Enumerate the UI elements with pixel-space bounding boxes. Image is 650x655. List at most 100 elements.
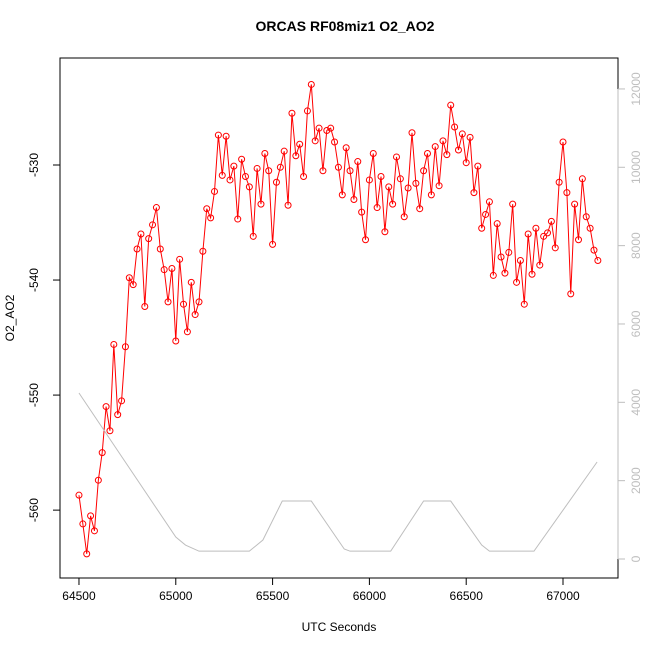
y-tick-label: -550 <box>27 383 41 407</box>
data-point <box>152 204 160 212</box>
data-point <box>160 266 168 274</box>
y2-tick-label: 12000 <box>629 72 643 106</box>
data-point <box>454 146 462 154</box>
data-point <box>133 245 141 253</box>
data-point <box>288 109 296 117</box>
y2-tick-label: 10000 <box>629 150 643 184</box>
data-point <box>280 147 288 155</box>
data-point <box>222 132 230 140</box>
data-point <box>114 411 122 419</box>
data-point <box>594 256 602 264</box>
y2-tick-label: 0 <box>629 555 643 562</box>
data-point <box>485 198 493 206</box>
data-point <box>400 213 408 221</box>
data-point <box>276 163 284 171</box>
data-point <box>501 269 509 277</box>
y-axis-label: O2_AO2 <box>3 294 17 341</box>
data-point <box>234 215 242 223</box>
data-point <box>261 149 269 157</box>
data-point <box>482 210 490 218</box>
data-point <box>300 172 308 180</box>
data-point <box>590 246 598 254</box>
data-point <box>365 176 373 184</box>
data-point <box>516 256 524 264</box>
y-tick-label: -560 <box>27 498 41 522</box>
data-point <box>199 247 207 255</box>
data-point <box>94 476 102 484</box>
data-point <box>75 491 83 499</box>
data-point <box>241 172 249 180</box>
y2-tick-label: 6000 <box>629 310 643 337</box>
data-point <box>513 278 521 286</box>
data-point <box>563 189 571 197</box>
data-point <box>265 167 273 175</box>
data-point <box>509 200 517 208</box>
data-point <box>350 196 358 204</box>
data-point <box>121 343 129 351</box>
data-point <box>180 300 188 308</box>
data-point <box>272 178 280 186</box>
data-point <box>257 200 265 208</box>
data-point <box>118 397 126 405</box>
x-tick-label: 64500 <box>62 589 96 603</box>
data-point <box>211 187 219 195</box>
data-point <box>164 298 172 306</box>
data-point <box>567 290 575 298</box>
data-point <box>98 449 106 457</box>
data-point <box>547 217 555 225</box>
data-point <box>493 220 501 228</box>
data-point <box>551 244 559 252</box>
data-point <box>195 298 203 306</box>
data-point <box>129 281 137 289</box>
data-point <box>172 337 180 345</box>
data-point <box>544 229 552 237</box>
data-point <box>578 175 586 183</box>
data-point <box>416 205 424 213</box>
data-point <box>168 265 176 273</box>
data-point <box>582 213 590 221</box>
y-tick-label: -540 <box>27 268 41 292</box>
x-tick-label: 65500 <box>256 589 290 603</box>
data-point <box>137 230 145 238</box>
data-point <box>269 240 277 248</box>
data-point <box>338 191 346 199</box>
data-point <box>176 255 184 263</box>
data-point <box>474 162 482 170</box>
data-point <box>183 328 191 336</box>
data-point <box>586 224 594 232</box>
x-axis-label: UTC Seconds <box>302 620 377 634</box>
data-point <box>451 123 459 131</box>
data-point <box>555 178 563 186</box>
data-point <box>470 189 478 197</box>
data-point <box>331 138 339 146</box>
data-point <box>466 133 474 141</box>
data-point <box>431 143 439 151</box>
data-point <box>284 201 292 209</box>
y2-tick-label: 4000 <box>629 389 643 416</box>
y2-tick-label: 8000 <box>629 232 643 259</box>
data-point <box>489 271 497 279</box>
data-point <box>497 253 505 261</box>
data-point <box>87 512 95 520</box>
data-point <box>520 300 528 308</box>
data-point <box>125 274 133 282</box>
data-point <box>377 172 385 180</box>
data-point <box>296 140 304 148</box>
data-point <box>408 129 416 137</box>
data-point <box>362 236 370 244</box>
data-point <box>478 224 486 232</box>
data-point <box>404 184 412 192</box>
data-point <box>447 101 455 109</box>
data-point <box>443 151 451 159</box>
data-point <box>141 302 149 310</box>
series-line <box>78 392 598 552</box>
data-point <box>214 131 222 139</box>
data-point <box>106 427 114 435</box>
y2-tick-label: 2000 <box>629 467 643 494</box>
data-point <box>423 149 431 157</box>
data-point <box>307 80 315 88</box>
data-point <box>102 403 110 411</box>
data-point <box>207 214 215 222</box>
